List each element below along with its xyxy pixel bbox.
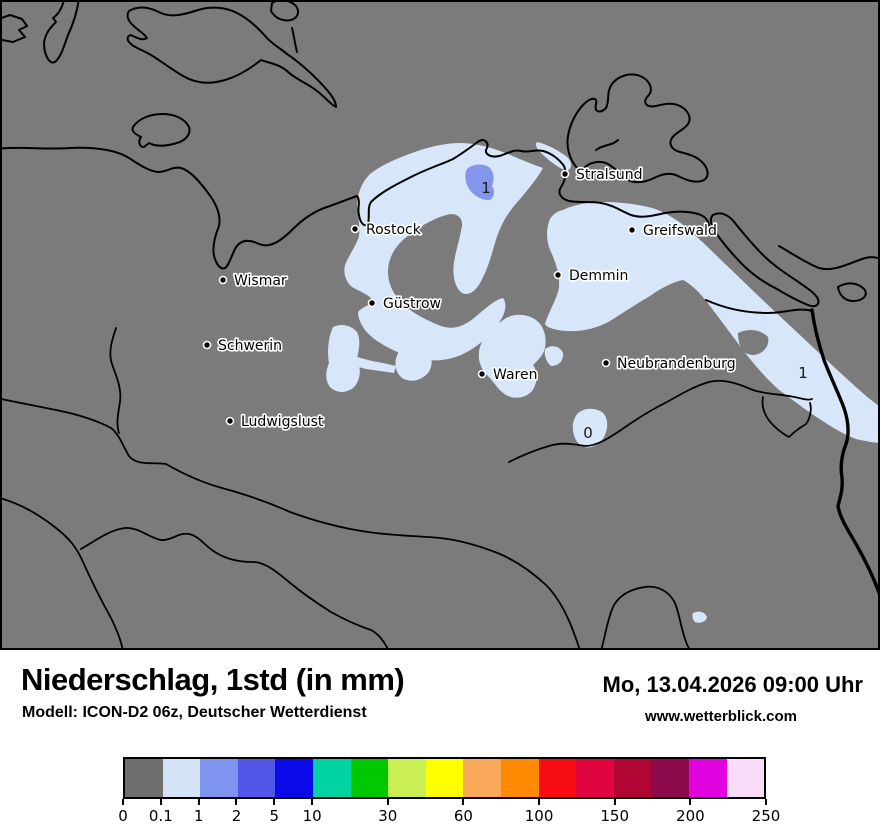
legend-tick-label: 250 — [751, 807, 781, 825]
city-label: Waren — [493, 367, 537, 383]
city-dot — [202, 340, 212, 350]
legend-color-segment — [162, 759, 201, 797]
legend-tick — [273, 799, 276, 805]
city-label: Neubrandenburg — [617, 356, 736, 372]
precip-value-label: 0 — [583, 424, 593, 442]
legend-tick — [122, 799, 124, 805]
color-scale-legend: 0 0.1 1 2 5 10 30 60 100 150 200 250 — [118, 757, 780, 825]
website-url: www.wetterblick.com — [645, 708, 797, 725]
city-marker-rostock: Rostock — [350, 220, 423, 240]
city-dot — [367, 298, 377, 308]
legend-color-segment — [613, 759, 652, 797]
city-marker-ludwigslust: Ludwigslust — [225, 412, 325, 432]
legend-color-segment — [463, 759, 501, 797]
legend-color-segment — [576, 759, 614, 797]
city-marker-güstrow: Güstrow — [367, 294, 443, 314]
legend-tick — [765, 799, 767, 805]
forecast-datetime: Mo, 13.04.2026 09:00 Uhr — [602, 672, 863, 697]
precip-value-label: 1 — [481, 179, 491, 197]
legend-tick-label: 200 — [676, 807, 705, 825]
city-marker-waren: Waren — [477, 365, 539, 385]
city-dot — [477, 369, 487, 379]
legend-tick-label: 150 — [600, 807, 630, 825]
footer: Niederschlag, 1std (in mm) Mo, 13.04.202… — [0, 650, 880, 830]
city-label: Schwerin — [218, 338, 282, 354]
legend-tick — [689, 799, 692, 805]
city-dot — [560, 169, 570, 179]
legend-tick-label: 60 — [453, 807, 473, 825]
legend-color-segment — [500, 759, 539, 797]
legend-color-segment — [538, 759, 577, 797]
legend-color-segment — [237, 759, 276, 797]
weather-map: 1 0 1 Stralsund Greifswald Rostock Wismar Demm… — [0, 0, 880, 650]
page-title: Niederschlag, 1std (in mm) — [21, 662, 405, 697]
legend-color-segment — [350, 759, 389, 797]
city-marker-greifswald: Greifswald — [627, 221, 718, 241]
city-marker-stralsund: Stralsund — [560, 165, 644, 185]
city-dot — [627, 225, 637, 235]
legend-color-segment — [312, 759, 351, 797]
city-dot — [601, 358, 611, 368]
precip-value-label: 1 — [798, 364, 808, 382]
legend-tick — [235, 799, 238, 805]
map-frame — [0, 0, 880, 650]
precipitation-moderate-area — [465, 164, 495, 201]
legend-color-segment — [200, 759, 238, 797]
legend-colorbar — [123, 757, 766, 799]
city-dot — [350, 224, 360, 234]
legend-tick — [311, 799, 314, 805]
city-label: Wismar — [234, 273, 287, 289]
state-borders — [0, 327, 813, 650]
country-border — [810, 308, 880, 611]
city-dot — [225, 416, 235, 426]
city-label: Stralsund — [576, 167, 643, 183]
city-marker-schwerin: Schwerin — [202, 336, 284, 356]
city-label: Demmin — [569, 268, 628, 284]
legend-tick — [386, 799, 389, 805]
legend-tick-label: 100 — [524, 807, 554, 825]
map-value-labels: 1 0 1 — [481, 179, 808, 442]
legend-tick-label: 0.1 — [148, 807, 173, 825]
coastlines — [0, 0, 880, 314]
precipitation-hole — [738, 329, 769, 355]
model-info: Modell: ICON-D2 06z, Deutscher Wetterdie… — [22, 704, 367, 721]
legend-tick — [538, 799, 541, 805]
city-label: Güstrow — [383, 296, 441, 312]
city-marker-demmin: Demmin — [553, 266, 630, 286]
city-label: Greifswald — [643, 223, 717, 239]
city-marker-wismar: Wismar — [218, 271, 289, 291]
legend-color-segment — [726, 759, 765, 797]
legend-tick — [159, 799, 162, 805]
city-markers: Stralsund Greifswald Rostock Wismar Demmin Gü… — [202, 165, 737, 432]
city-label: Rostock — [366, 222, 422, 238]
legend-color-segment — [688, 759, 727, 797]
legend-color-segment — [275, 759, 313, 797]
legend-color-segment — [125, 759, 163, 797]
legend-tick — [613, 799, 616, 805]
legend-color-segment — [651, 759, 689, 797]
city-marker-neubrandenburg: Neubrandenburg — [601, 354, 737, 374]
legend-color-segment — [388, 759, 426, 797]
legend-tick-label: 10 — [302, 807, 322, 825]
legend-tick-label: 2 — [231, 807, 242, 825]
city-dot — [218, 275, 228, 285]
legend-tick — [462, 799, 465, 805]
legend-tick-label: 30 — [378, 807, 398, 825]
legend-tick-label: 5 — [269, 807, 280, 825]
legend-tick-label: 1 — [193, 807, 204, 825]
city-label: Ludwigslust — [241, 414, 324, 430]
legend-tick-label: 0 — [118, 807, 128, 825]
city-dot — [553, 270, 563, 280]
legend-tick — [197, 799, 200, 805]
legend-color-segment — [425, 759, 464, 797]
precipitation-light-areas — [326, 142, 880, 623]
